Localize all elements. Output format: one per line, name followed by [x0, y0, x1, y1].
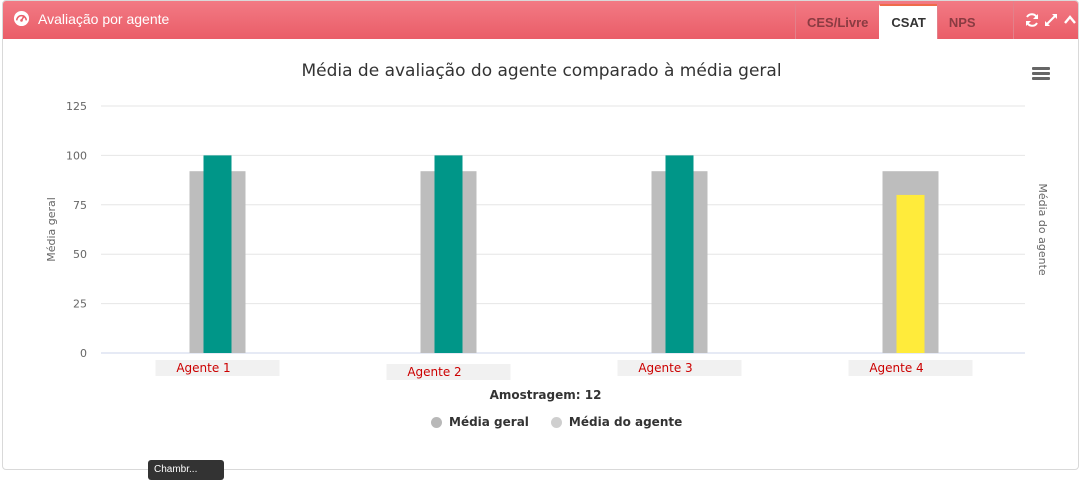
- chart-menu-button[interactable]: [1032, 67, 1050, 81]
- tab-nps[interactable]: NPS: [936, 4, 987, 39]
- bar-media-agente: [203, 155, 232, 353]
- y-tick-label: 100: [66, 149, 87, 162]
- gauge-icon: [13, 10, 30, 27]
- tab-csat[interactable]: CSAT: [879, 4, 937, 39]
- menu-line: [1032, 77, 1050, 80]
- tooltip: Chambr...: [148, 460, 224, 480]
- legend-label-media-agente: Média do agente: [568, 415, 683, 429]
- collapse-icon[interactable]: [1062, 12, 1078, 28]
- bar-media-agente: [434, 155, 463, 353]
- x-tick-label: Agente 2: [407, 365, 461, 379]
- y-tick-label: 25: [73, 298, 87, 311]
- x-tick-label: Agente 4: [869, 361, 923, 375]
- agent-rating-panel: Avaliação por agente CES/Livre CSAT NPS: [2, 0, 1079, 470]
- x-tick-label: Agente 1: [176, 361, 230, 375]
- category-label-bg: [848, 360, 973, 376]
- category-label-bg: [617, 360, 742, 376]
- panel-tools: [1013, 1, 1078, 39]
- bar-chart: 0 25 50 75 100 125 Média geral Média do agente A…: [45, 100, 1049, 380]
- y-tick-label: 50: [73, 248, 87, 261]
- panel-title: Avaliação por agente: [38, 10, 170, 27]
- refresh-icon[interactable]: [1024, 12, 1040, 28]
- legend-label-media-geral: Média geral: [449, 415, 529, 429]
- x-tick-label: Agente 3: [638, 361, 692, 375]
- x-axis-title: Amostragem: 12: [489, 388, 602, 402]
- panel-header: Avaliação por agente CES/Livre CSAT NPS: [3, 1, 1078, 39]
- legend-dot-media-agente: [550, 416, 562, 428]
- bar-media-agente: [896, 194, 925, 353]
- y-tick-label: 75: [73, 199, 87, 212]
- menu-line: [1032, 72, 1050, 75]
- legend-item-media-geral[interactable]: Média geral: [431, 415, 529, 429]
- category-label-bg: [155, 360, 280, 376]
- tab-bar: CES/Livre CSAT NPS: [795, 4, 987, 39]
- legend-item-media-agente[interactable]: Média do agente: [550, 415, 683, 429]
- chart-legend: Média geral Média do agente: [431, 415, 682, 429]
- y-axis-title: Média geral: [45, 197, 58, 262]
- chart-area: Média de avaliação do agente comparado à…: [3, 39, 1078, 469]
- category-label-bg: [386, 364, 511, 380]
- bar-media-agente: [665, 155, 694, 353]
- y-tick-label: 125: [66, 100, 87, 113]
- tab-ces-livre[interactable]: CES/Livre: [795, 4, 879, 39]
- menu-line: [1032, 67, 1050, 70]
- panel-title-wrap: Avaliação por agente: [13, 10, 169, 27]
- chart-title: Média de avaliação do agente comparado à…: [301, 61, 782, 81]
- legend-dot-media-geral: [431, 416, 442, 428]
- y-tick-label: 0: [80, 347, 87, 360]
- expand-icon[interactable]: [1043, 12, 1059, 28]
- y2-axis-title: Média do agente: [1036, 183, 1049, 276]
